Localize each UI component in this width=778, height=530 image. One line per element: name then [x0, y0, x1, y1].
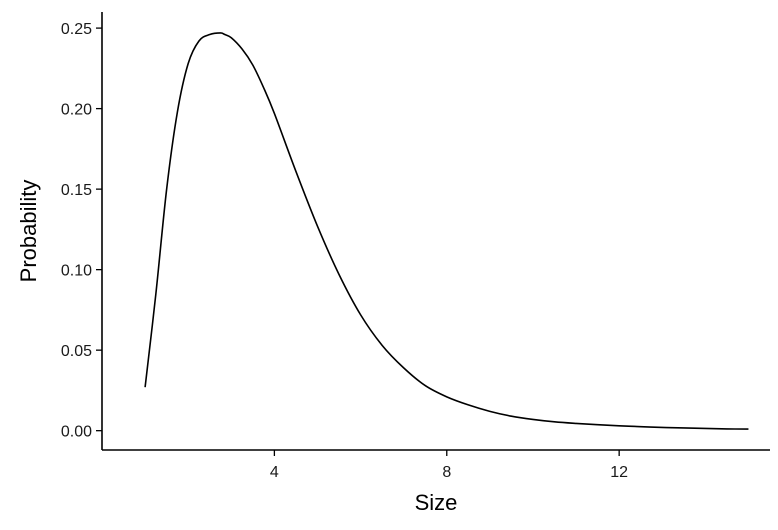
y-tick-label: 0.15 [61, 182, 92, 199]
y-tick-label: 0.20 [61, 102, 92, 119]
y-tick-label: 0.05 [61, 343, 92, 360]
x-axis-title: Size [415, 490, 458, 515]
x-axis-ticks: 4 8 12 [270, 450, 628, 481]
probability-curve [144, 32, 749, 430]
x-tick-label: 12 [610, 464, 628, 481]
y-tick-label: 0.10 [61, 263, 92, 280]
y-tick-label: 0.25 [61, 21, 92, 38]
x-tick-label: 4 [270, 464, 279, 481]
y-axis-ticks: 0.00 0.05 0.10 0.15 0.20 0.25 [61, 21, 102, 441]
y-axis-title: Probability [16, 180, 41, 283]
plot-area: 0.00 0.05 0.10 0.15 0.20 0.25 4 8 12 [61, 12, 770, 481]
series-group [144, 32, 749, 430]
x-tick-label: 8 [442, 464, 451, 481]
y-tick-label: 0.00 [61, 424, 92, 441]
